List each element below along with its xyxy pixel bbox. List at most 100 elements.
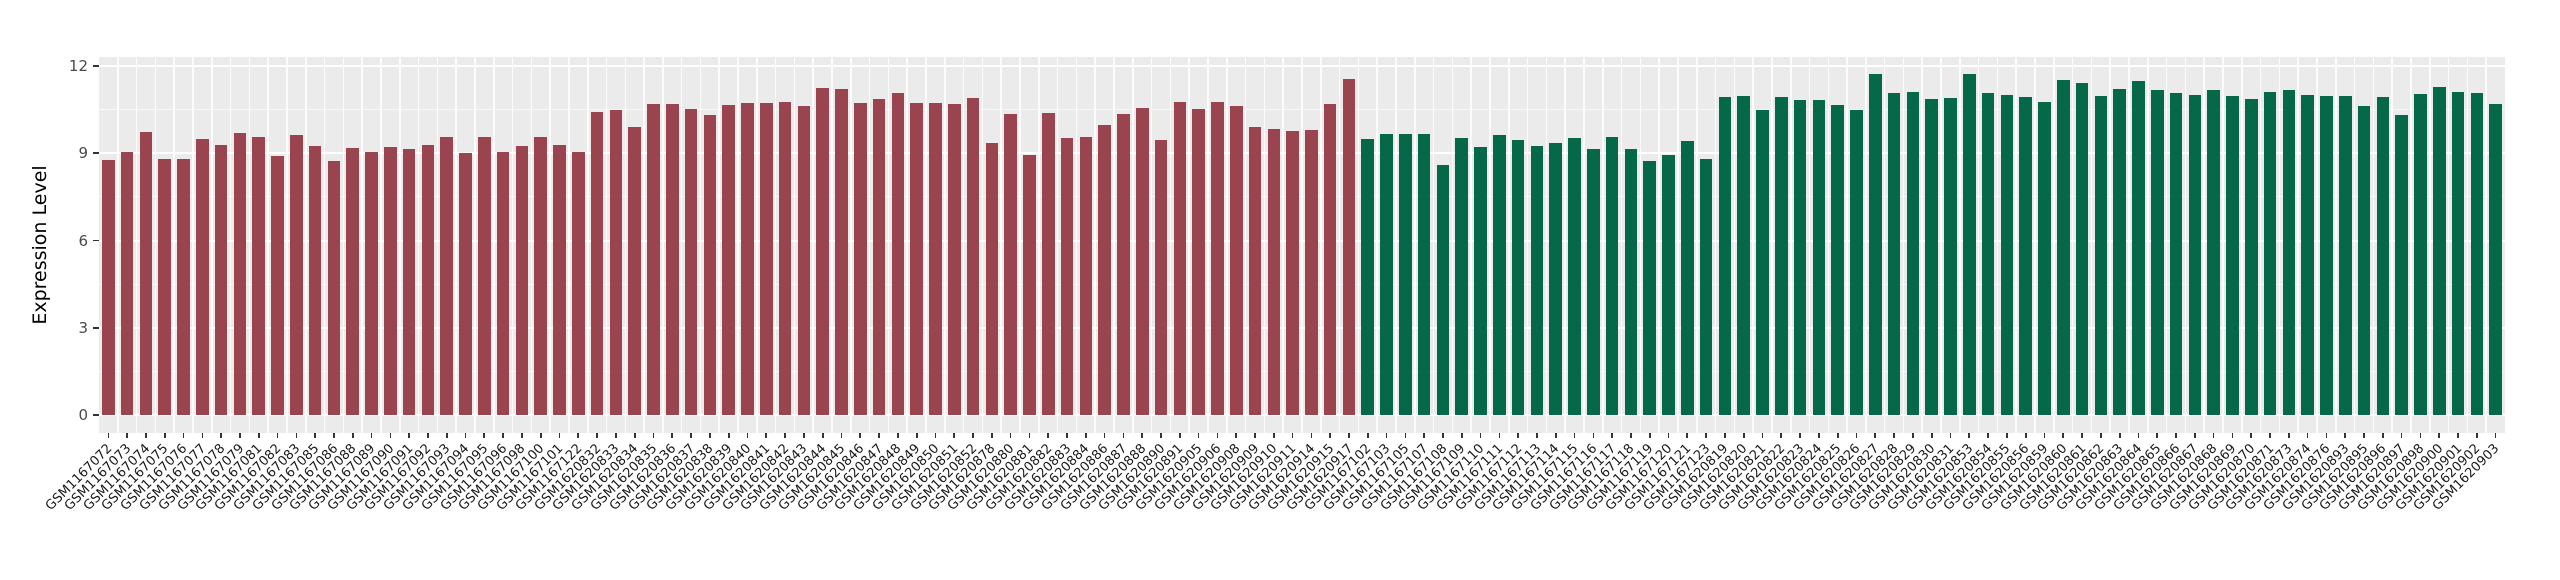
bar-GSM1620869 [2226,96,2239,415]
x-axis-tick [1160,433,1162,438]
bar-GSM1620871 [2263,91,2277,415]
vertical-gridline [662,57,664,433]
vertical-gridline [1526,57,1529,433]
bar-GSM1620840 [741,102,754,415]
x-axis-tick [502,433,504,438]
bar-GSM1620909 [1248,127,1262,415]
vertical-gridline [793,57,796,433]
vertical-gridline [1865,57,1867,433]
bar-GSM1167079 [233,132,247,415]
bar-GSM1620855 [2000,95,2014,415]
vertical-gridline [2259,57,2262,433]
bar-GSM1620849 [910,103,923,415]
bar-GSM1620897 [2395,114,2408,415]
vertical-gridline [756,57,758,433]
major-gridline [99,414,2505,416]
bar-GSM1167105 [1399,134,1412,415]
vertical-gridline [887,57,890,433]
x-axis-tick [1573,433,1576,438]
bar-GSM1620905 [1192,109,1205,415]
x-axis-tick [1799,433,1801,438]
bar-GSM1620883 [1060,138,1074,415]
x-axis-tick [1968,433,1971,438]
bar-GSM1620864 [2132,81,2145,415]
x-axis-tick [2325,433,2328,438]
vertical-gridline [135,57,138,433]
bar-GSM1620848 [891,92,905,415]
vertical-gridline [2241,57,2243,433]
bar-GSM1167096 [496,152,510,415]
x-axis-tick [2062,433,2065,438]
bar-GSM1167083 [290,135,303,415]
bar-GSM1620887 [1117,114,1130,415]
vertical-gridline [2222,57,2224,433]
vertical-gridline [1132,57,1134,433]
bar-GSM1167103 [1380,133,1393,415]
bar-GSM1620908 [1229,106,1243,415]
bar-GSM1620837 [684,108,698,415]
vertical-gridline [2128,57,2130,433]
x-axis-tick [1987,433,1989,438]
bar-GSM1620835 [647,103,660,415]
x-axis-tick [1479,433,1482,438]
vertical-gridline [1113,57,1115,433]
vertical-gridline [154,57,157,433]
vertical-gridline [1019,57,1021,433]
x-axis-tick [126,433,129,438]
bar-GSM1167112 [1511,139,1525,415]
x-axis-tick [2438,433,2441,438]
x-axis-tick [1366,433,1369,438]
bar-GSM1167118 [1624,149,1638,415]
y-axis-tick [93,65,99,67]
x-axis-tick [1536,433,1538,438]
bar-GSM1620873 [2282,90,2296,415]
x-axis-tick [1611,433,1613,438]
bar-GSM1620868 [2207,89,2220,415]
vertical-gridline [1207,57,1209,433]
x-axis-tick [577,433,580,438]
bar-GSM1620844 [816,87,829,415]
x-axis-tick [427,433,429,438]
vertical-gridline [1432,57,1435,433]
vertical-gridline [1000,57,1003,433]
vertical-gridline [1752,57,1754,433]
vertical-gridline [737,57,739,433]
vertical-gridline [850,57,852,433]
vertical-gridline [1996,57,1999,433]
x-axis-tick [1517,433,1519,438]
vertical-gridline [2316,57,2318,433]
vertical-gridline [680,57,683,433]
x-axis-tick [1066,433,1068,438]
x-axis-tick [1592,433,1595,438]
bar-GSM1620878 [985,142,999,415]
vertical-gridline [1658,57,1660,433]
x-axis-tick [1930,433,1933,438]
vertical-gridline [1564,57,1566,433]
vertical-gridline [286,57,288,433]
x-axis-tick [859,433,862,438]
vertical-gridline [2335,57,2337,433]
vertical-gridline [906,57,909,433]
bar-GSM1167100 [534,136,548,415]
vertical-gridline [342,57,345,433]
bar-GSM1167107 [1417,134,1431,415]
bar-GSM1620896 [2376,97,2390,415]
vertical-gridline [1413,57,1416,433]
x-axis-tick [953,433,956,438]
vertical-gridline [718,57,721,433]
bar-GSM1167091 [402,149,416,415]
x-axis-tick [915,433,918,438]
x-axis-tick [1028,433,1031,438]
x-axis-tick [1235,433,1238,438]
vertical-gridline [1319,57,1322,433]
vertical-gridline [1451,57,1454,433]
bar-GSM1167119 [1643,161,1657,415]
vertical-gridline [2391,57,2393,433]
bar-GSM1620861 [2075,83,2089,415]
bar-GSM1620917 [1342,78,1356,415]
bar-GSM1620845 [835,88,848,415]
bar-GSM1620832 [590,111,604,415]
vertical-gridline [2297,57,2300,433]
vertical-gridline [1489,57,1491,433]
x-axis-tick [1780,433,1783,438]
